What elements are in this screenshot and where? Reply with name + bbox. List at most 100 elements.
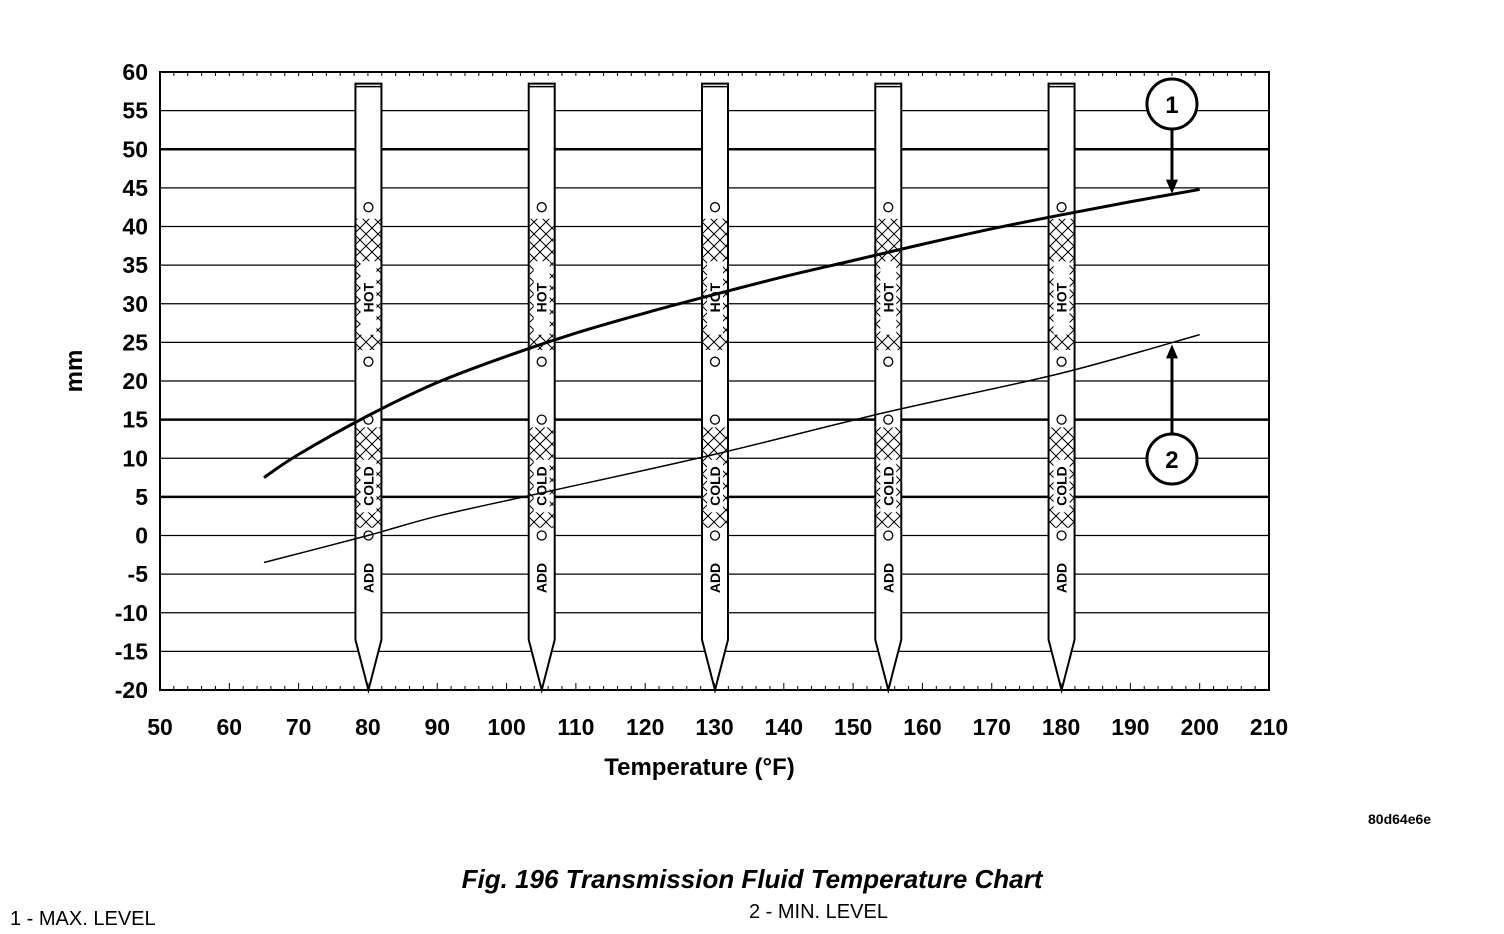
y-tick-label: 15 <box>122 407 148 433</box>
dipstick-label-cold: COLD <box>1054 466 1070 506</box>
dipstick-mark-circle <box>883 356 894 367</box>
dipstick-mark-circle <box>1056 414 1067 425</box>
dipstick-mark-circle <box>1056 530 1067 541</box>
figure-caption: Fig. 196 Transmission Fluid Temperature … <box>461 864 1043 894</box>
callout-arrow-head <box>1165 344 1178 359</box>
figure-code: 80d64e6e <box>1368 811 1432 827</box>
dipstick-mark-circle <box>883 530 894 541</box>
dipstick-body <box>1047 82 1076 694</box>
cold-label-bg <box>1053 459 1070 513</box>
dipstick: HOT COLD ADD <box>527 82 556 694</box>
callout-circle <box>1145 432 1199 486</box>
callout-1: 1 <box>1145 77 1199 194</box>
x-tick-label: 120 <box>626 714 664 740</box>
dipstick-mark-circle <box>363 356 374 367</box>
dipstick-label-hot: HOT <box>534 282 550 312</box>
dipstick-mark-circle <box>709 530 721 541</box>
dipstick-label-add: ADD <box>360 563 376 593</box>
x-tick-label: 140 <box>765 714 803 740</box>
dipstick-label-hot: HOT <box>360 282 376 312</box>
dipstick-mark-circle <box>536 356 547 367</box>
x-tick-label: 180 <box>1042 714 1080 740</box>
dipstick-label-add: ADD <box>1054 563 1070 593</box>
callout-arrow-head <box>1165 179 1178 194</box>
dipstick-mark-circle <box>1056 202 1067 213</box>
y-tick-label: 55 <box>122 98 148 124</box>
y-tick-label: 10 <box>122 445 148 471</box>
y-tick-label: 50 <box>122 136 148 162</box>
y-tick-label: 45 <box>122 175 148 201</box>
dipstick-body <box>527 82 556 694</box>
x-tick-label: 80 <box>355 714 381 740</box>
y-tick-label: 60 <box>122 59 148 85</box>
dipstick: HOT COLD ADD <box>354 82 383 694</box>
dipstick-mark-circle <box>536 530 547 541</box>
legend-item-min-level: 2 - MIN. LEVEL <box>749 901 888 923</box>
callout-number: 2 <box>1165 447 1178 474</box>
x-tick-label: 50 <box>147 714 173 740</box>
x-axis-title: Temperature (°F) <box>604 754 795 781</box>
dipstick-mark-circle <box>536 202 547 213</box>
dipstick-mark-circle <box>709 414 721 425</box>
dipstick-mark-circle <box>709 356 721 367</box>
x-tick-label: 190 <box>1111 714 1149 740</box>
dipstick-mark-circle <box>1056 356 1067 367</box>
dipstick-mark-circle <box>536 414 547 425</box>
dipstick-label-hot: HOT <box>1054 282 1070 312</box>
dipstick-body <box>701 82 729 694</box>
dipstick-label-cold: COLD <box>880 466 896 506</box>
x-tick-label: 210 <box>1250 714 1288 740</box>
dipstick-body <box>874 82 903 694</box>
dipstick-label-cold: COLD <box>360 466 376 506</box>
x-tick-label: 160 <box>903 714 941 740</box>
x-tick-label: 60 <box>217 714 243 740</box>
hot-label-bg <box>533 261 550 335</box>
y-tick-label: 35 <box>122 252 148 278</box>
dipstick-label-hot: HOT <box>707 282 723 312</box>
hot-label-bg <box>360 261 377 335</box>
y-tick-label: 25 <box>122 329 148 355</box>
y-tick-label: -5 <box>128 561 149 587</box>
cold-label-bg <box>707 459 723 513</box>
dipstick-body <box>354 82 383 694</box>
dipstick-mark-circle <box>883 414 894 425</box>
dipstick: HOT COLD ADD <box>701 82 729 694</box>
dipstick-label-add: ADD <box>880 563 896 593</box>
hot-label-bg <box>880 261 897 335</box>
x-tick-label: 110 <box>557 714 594 740</box>
y-tick-label: 20 <box>122 368 148 394</box>
dipstick: HOT COLD ADD <box>1047 82 1076 694</box>
dipstick: HOT COLD ADD <box>874 82 903 694</box>
y-tick-label: 5 <box>135 484 148 510</box>
callout-circle <box>1145 77 1199 131</box>
x-tick-label: 150 <box>834 714 872 740</box>
y-tick-label: -15 <box>115 638 148 664</box>
cold-label-bg <box>533 459 550 513</box>
x-tick-label: 130 <box>695 714 733 740</box>
dipstick-label-hot: HOT <box>880 282 896 312</box>
dipstick-label-add: ADD <box>707 563 723 593</box>
dipstick-mark-circle <box>883 202 894 213</box>
x-tick-label: 170 <box>973 714 1011 740</box>
dipstick-label-add: ADD <box>534 563 550 593</box>
x-tick-label: 200 <box>1181 714 1219 740</box>
min-level-line <box>263 333 1200 564</box>
cold-label-bg <box>880 459 897 513</box>
legend-item-max-level: 1 - MAX. LEVEL <box>10 908 156 930</box>
temperature-chart: HOT COLD ADD HOT COLD ADD HOT COLD ADD HOT COLD ADD… <box>61 59 1288 781</box>
max-level-line <box>263 187 1200 479</box>
y-tick-label: 30 <box>122 291 148 317</box>
callout-2: 2 <box>1145 344 1199 486</box>
dipstick-label-cold: COLD <box>707 466 723 506</box>
x-tick-label: 90 <box>424 714 450 740</box>
callout-number: 1 <box>1165 92 1178 119</box>
x-tick-label: 100 <box>487 714 525 740</box>
hot-label-bg <box>1053 261 1070 335</box>
dipstick-label-cold: COLD <box>534 466 550 506</box>
dipstick-mark-circle <box>709 202 721 213</box>
y-tick-label: -20 <box>115 677 148 703</box>
y-tick-label: -10 <box>115 600 148 626</box>
dipstick-mark-circle <box>363 202 374 213</box>
cold-label-bg <box>360 459 377 513</box>
y-axis-title: mm <box>61 350 88 393</box>
